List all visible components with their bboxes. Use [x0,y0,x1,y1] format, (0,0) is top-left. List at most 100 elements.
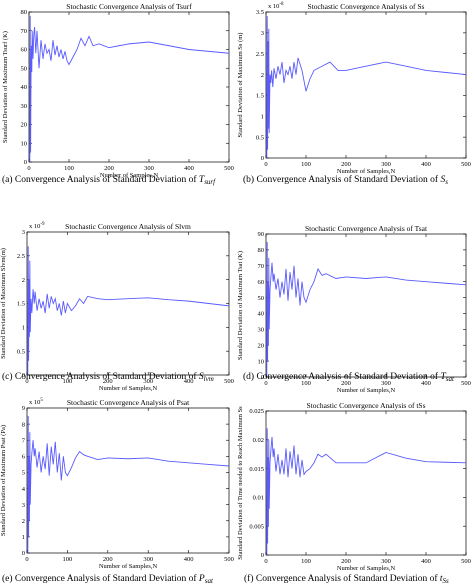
plot-frame [26,231,230,376]
x-axis-label: Number of Samples,N [337,565,396,572]
chart-title: Stochastic Convergence Analysis of Tsat [305,224,428,233]
chart-title: Stochastic Convergence Analysis of Ss [308,2,425,11]
y-tick-label: 2 [22,277,25,284]
panel-caption: (a) Convergence Analysis of Standard Dev… [2,174,216,186]
y-tick-label: 1.5 [256,93,264,100]
x-tick-label: 500 [224,556,234,563]
x-axis-label: Number of Samples,N [337,387,396,394]
x-tick-label: 0 [264,161,267,168]
x-tick-label: 100 [63,378,73,385]
y-axis-label: Standard Deviation of Maximum Tsat (K) [237,251,244,360]
panel-caption: (d) Convergence Analysis of Standard Dev… [243,371,455,383]
plot-frame [265,233,467,378]
x-tick-label: 0 [264,558,267,565]
y-tick-label: 30 [258,327,265,334]
y-tick-label: 0 [22,550,25,557]
y-tick-label: 0.5 [17,348,25,355]
y-tick-label: 1.5 [17,301,25,308]
panel-caption: (e) Convergence Analysis of Standard Dev… [2,573,214,585]
x-tick-label: 200 [341,161,351,168]
chart-panel-5: Stochastic Convergence Analysis of Psat 0… [0,398,234,585]
x-tick-label: 100 [301,558,311,565]
chart-panel-2: Stochastic Convergence Analysis of Ss 0 1 0… [237,2,471,186]
y-tick-label: 0 [22,372,25,379]
x-axis-label: Number of Samples,N [99,563,158,570]
y-tick-label: 1 [22,534,25,541]
y-tick-label: 20 [21,122,28,129]
x-tick-label: 200 [341,558,351,565]
y-tick-label: 1 [22,325,25,332]
x-tick-label: 400 [184,165,194,172]
series-line [27,416,230,554]
y-tick-label: 20 [258,342,265,349]
y-tick-label: 0.5 [256,134,264,141]
y-tick-label: 70 [21,28,28,35]
x-tick-label: 200 [341,380,351,387]
y-tick-label: 0 [261,374,264,381]
panel-caption: (b) Convergence Analysis of Standard Dev… [243,174,448,186]
y-tick-label: 10 [258,358,265,365]
y-tick-label: 2.5 [17,253,25,260]
y-tick-label: 90 [258,231,265,238]
x-axis-label: Number of Samples,N [100,172,159,179]
x-tick-label: 300 [381,161,391,168]
x-tick-label: 300 [381,558,391,565]
x-tick-label: 500 [224,378,234,385]
x-tick-label: 0 [264,380,267,387]
y-tick-label: 0 [24,159,27,166]
x-tick-label: 500 [461,558,471,565]
chart-title: Stochastic Convergence Analysis of Slvm [65,222,191,231]
chart-title: Stochastic Convergence Analysis of tSs [306,401,425,410]
panel-caption: (f) Convergence Analysis of Standard Dev… [244,573,449,585]
y-axis-label: Standard Deviation of Maximum Ss (m) [237,33,244,138]
y-tick-label: 2 [22,518,25,525]
y-tick-label: 50 [258,295,265,302]
y-tick-label: 1 [261,113,264,120]
y-tick-label: 60 [258,279,265,286]
y-tick-label: 10 [21,140,28,147]
y-tick-label: 40 [21,84,28,91]
series-line [266,16,467,159]
y-axis-label: Standard Deviation of Maximum Psat (Pa) [0,425,7,536]
x-tick-label: 0 [25,378,28,385]
y-tick-label: 2.5 [256,51,264,58]
series-line [29,15,230,163]
y-tick-label: 3 [22,502,25,509]
y-tick-label: 80 [258,247,265,254]
x-tick-label: 200 [103,378,113,385]
x-axis-label: Number of Samples,N [99,385,158,392]
x-tick-label: 400 [184,378,194,385]
y-tick-label: 7 [22,437,26,444]
plot-frame [265,11,467,159]
chart-panel-6: Stochastic Convergence Analysis of tSs 0 1… [237,401,471,585]
x-tick-label: 100 [63,556,73,563]
y-tick-label: 0.015 [249,466,264,473]
plot-frame [26,407,230,554]
x-tick-label: 100 [64,165,74,172]
chart-panel-3: Stochastic Convergence Analysis of Slvm 0… [0,222,234,392]
y-exponent-label: x 105 [29,398,43,406]
y-axis-label: Standard Deviation of Time needed to Rea… [237,406,244,560]
y-tick-label: 0.005 [249,523,264,530]
x-tick-label: 400 [184,556,194,563]
series-line [266,241,467,378]
y-tick-label: 0.025 [249,408,264,415]
x-tick-label: 300 [143,378,153,385]
series-line [266,428,467,556]
y-tick-label: 0 [261,155,264,162]
y-tick-label: 80 [21,9,28,16]
y-tick-label: 0 [261,552,264,559]
x-tick-label: 500 [461,380,471,387]
chart-title: Stochastic Convergence Analysis of Psat [67,398,190,407]
y-tick-label: 40 [258,311,265,318]
y-axis-label: Standard Deviation of Maximum Tsurf (K) [2,31,9,143]
x-tick-label: 400 [421,161,431,168]
y-axis-label: Standard Deviation of Maximum Slvm(m) [0,248,7,359]
x-tick-label: 500 [224,165,234,172]
y-tick-label: 70 [258,263,265,270]
panel-caption: (c) Convergence Analysis of Standard Dev… [2,371,214,383]
x-tick-label: 400 [421,558,431,565]
x-tick-label: 200 [104,165,114,172]
x-tick-label: 400 [421,380,431,387]
x-tick-label: 0 [27,165,30,172]
